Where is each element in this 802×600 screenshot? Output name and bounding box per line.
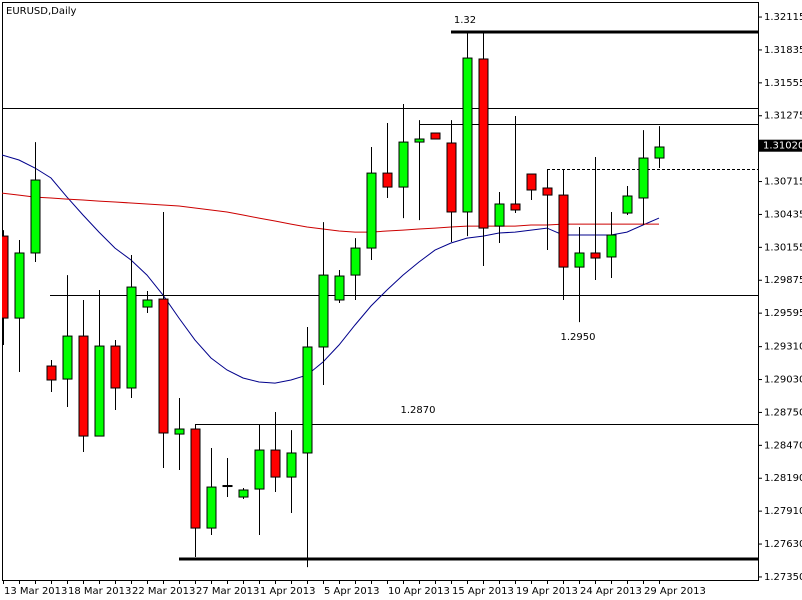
- candle-body: [206, 486, 217, 529]
- candle-body: [270, 449, 281, 478]
- candle-body: [382, 172, 393, 188]
- candle-body: [110, 345, 121, 389]
- candle-body: [78, 335, 89, 437]
- y-tick-label: 1.32115: [764, 12, 802, 23]
- candle-body: [62, 335, 73, 380]
- x-tick-label: 27 Mar 2013: [196, 586, 259, 597]
- ma-line: [2, 154, 660, 384]
- chart-title: EURUSD,Daily: [6, 6, 77, 17]
- candle-body: [462, 57, 473, 213]
- y-tick-label: 1.29030: [764, 375, 802, 386]
- annotation: 1.32: [454, 15, 476, 26]
- candle-body: [494, 203, 505, 227]
- y-tick-label: 1.27910: [764, 506, 802, 517]
- candle-body: [126, 286, 137, 389]
- y-tick-label: 1.28750: [764, 407, 802, 418]
- y-tick-label: 1.29310: [764, 342, 802, 353]
- y-tick-label: 1.28470: [764, 440, 802, 451]
- plot-area: [2, 30, 758, 568]
- candle-body: [510, 203, 521, 211]
- candle-body: [350, 247, 361, 276]
- x-tick-label: 15 Apr 2013: [452, 586, 514, 597]
- y-tick-label: 1.29875: [764, 275, 802, 286]
- candle-body: [142, 299, 153, 308]
- y-tick-label: 1.31835: [764, 45, 802, 56]
- candle-body: [542, 187, 553, 196]
- x-tick-label: 29 Apr 2013: [644, 586, 706, 597]
- price-label: 1.31020: [763, 141, 802, 152]
- candle-body: [638, 157, 649, 199]
- candle-body: [398, 141, 409, 188]
- y-tick-label: 1.30155: [764, 242, 802, 253]
- candle-body: [334, 275, 345, 301]
- y-tick-label: 1.31555: [764, 78, 802, 89]
- candle-body: [318, 274, 329, 348]
- candle-body: [430, 132, 441, 140]
- candle-body: [238, 489, 249, 498]
- candle-body: [174, 428, 185, 435]
- candle-body: [590, 252, 601, 259]
- candle-body: [574, 252, 585, 268]
- candle-body: [558, 194, 569, 268]
- candle-body: [158, 298, 169, 434]
- candle-body: [94, 345, 105, 437]
- y-tick-label: 1.30435: [764, 209, 802, 220]
- x-tick-label: 19 Apr 2013: [516, 586, 578, 597]
- candle-body: [478, 58, 489, 229]
- x-tick-label: 22 Mar 2013: [132, 586, 195, 597]
- annotation: 1.2950: [561, 332, 596, 343]
- x-tick-label: 18 Mar 2013: [68, 586, 131, 597]
- x-tick-label: 10 Apr 2013: [388, 586, 450, 597]
- y-tick-label: 1.29595: [764, 308, 802, 319]
- candle-body: [14, 252, 25, 319]
- candle-body: [46, 365, 57, 381]
- candle-body: [414, 138, 425, 143]
- ma-line: [2, 192, 659, 233]
- candle-body: [366, 172, 377, 249]
- y-tick-label: 1.27350: [764, 572, 802, 583]
- candle-body: [254, 449, 265, 490]
- price-marker: [759, 139, 802, 152]
- candle-body: [526, 173, 537, 191]
- y-tick-label: 1.28190: [764, 473, 802, 484]
- candle-body: [622, 195, 633, 214]
- y-tick-label: 1.27630: [764, 539, 802, 550]
- candle-body: [2, 235, 9, 319]
- x-tick-label: 1 Apr 2013: [260, 586, 315, 597]
- candle-body: [302, 346, 313, 454]
- candle-body: [190, 428, 201, 529]
- x-tick-label: 5 Apr 2013: [324, 586, 379, 597]
- candle-body: [222, 485, 233, 488]
- candle-body: [606, 234, 617, 258]
- candle-body: [286, 452, 297, 478]
- annotation: 1.2870: [401, 405, 436, 416]
- x-tick-label: 24 Apr 2013: [580, 586, 642, 597]
- y-tick-label: 1.30715: [764, 177, 802, 188]
- candle-body: [446, 142, 457, 213]
- x-tick-label: 13 Mar 2013: [4, 586, 67, 597]
- y-tick-label: 1.31275: [764, 111, 802, 122]
- candle-body: [654, 146, 665, 159]
- candle-body: [30, 179, 41, 254]
